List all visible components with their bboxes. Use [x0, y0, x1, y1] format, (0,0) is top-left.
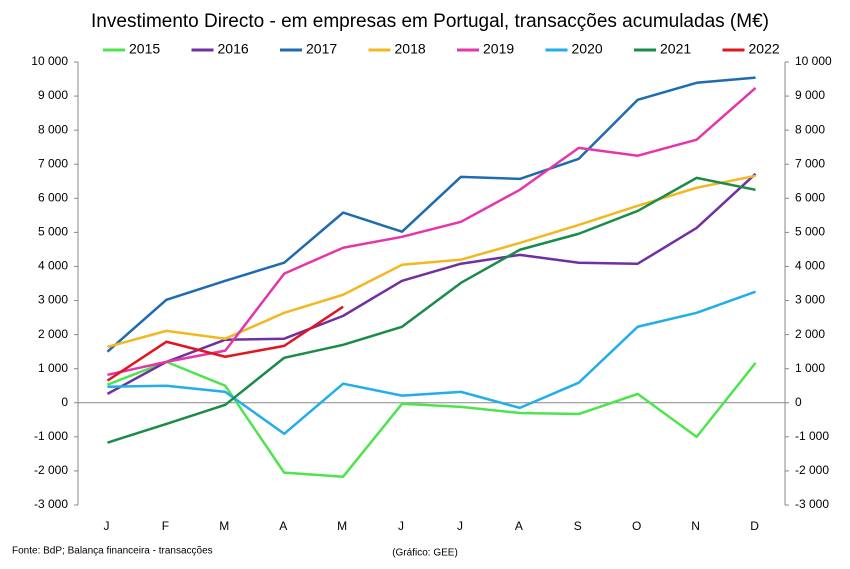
legend-label: 2019 — [483, 41, 514, 57]
x-tick-label: J — [398, 519, 404, 533]
series-line — [107, 86, 757, 377]
y-tick-label: 9 000 — [38, 88, 68, 102]
x-tick-label: A — [515, 519, 523, 533]
y-tick-label: 8 000 — [38, 122, 68, 136]
y-tick-label: -2 000 — [34, 463, 68, 477]
y2-tick-label: 1 000 — [795, 361, 825, 375]
x-tick-label: O — [632, 519, 641, 533]
credit: (Gráfico: GEE) — [392, 548, 458, 559]
y2-tick-label: -3 000 — [795, 497, 829, 511]
y2-tick-label: 4 000 — [795, 259, 825, 273]
x-tick-label: A — [279, 519, 287, 533]
y2-tick-label: 10 000 — [795, 54, 832, 68]
y-tick-label: 2 000 — [38, 327, 68, 341]
y-tick-label: 3 000 — [38, 293, 68, 307]
y-tick-label: 4 000 — [38, 259, 68, 273]
x-tick-label: M — [337, 519, 347, 533]
series-line — [106, 76, 756, 353]
legend-label: 2020 — [572, 41, 603, 57]
source: Fonte: BdP; Balança financeira - transac… — [12, 546, 213, 557]
y-tick-label: 5 000 — [38, 225, 68, 239]
series-line — [107, 290, 756, 436]
y2-tick-label: 0 — [795, 395, 802, 409]
x-tick-label: M — [219, 519, 229, 533]
y2-tick-label: -1 000 — [795, 429, 829, 443]
x-tick-label: N — [691, 519, 700, 533]
y-tick-label: -3 000 — [34, 497, 68, 511]
legend-label: 2021 — [660, 41, 691, 57]
y2-tick-label: 5 000 — [795, 225, 825, 239]
y-tick-label: 6 000 — [38, 190, 68, 204]
legend-label: 2017 — [306, 41, 337, 57]
y2-tick-label: 7 000 — [795, 156, 825, 170]
x-tick-label: J — [103, 519, 109, 533]
legend-label: 2016 — [218, 41, 249, 57]
y2-tick-label: 8 000 — [795, 122, 825, 136]
y2-tick-label: -2 000 — [795, 463, 829, 477]
series-line — [107, 174, 756, 349]
y-tick-label: -1 000 — [34, 429, 68, 443]
legend-label: 2015 — [129, 41, 160, 57]
x-tick-label: F — [162, 519, 169, 533]
y2-tick-label: 6 000 — [795, 190, 825, 204]
y-tick-label: 0 — [61, 395, 68, 409]
y2-tick-label: 2 000 — [795, 327, 825, 341]
y2-tick-label: 9 000 — [795, 88, 825, 102]
y-tick-label: 7 000 — [38, 156, 68, 170]
y-tick-label: 10 000 — [31, 54, 68, 68]
chart-title: Investimento Directo - em empresas em Po… — [91, 11, 769, 32]
series-line — [107, 360, 757, 478]
x-tick-label: D — [750, 519, 759, 533]
series-line — [106, 305, 344, 382]
x-tick-label: J — [457, 519, 463, 533]
legend-label: 2022 — [749, 41, 780, 57]
series-line — [107, 176, 756, 444]
x-tick-label: S — [574, 519, 582, 533]
series-line — [106, 172, 757, 396]
y-tick-label: 1 000 — [38, 361, 68, 375]
legend-label: 2018 — [395, 41, 426, 57]
y2-tick-label: 3 000 — [795, 293, 825, 307]
